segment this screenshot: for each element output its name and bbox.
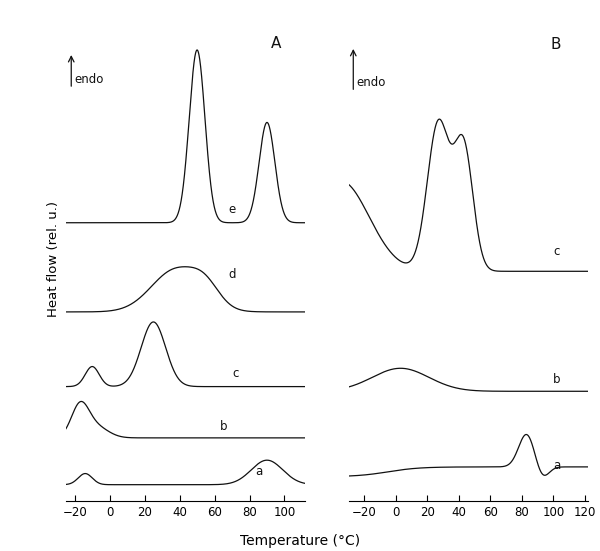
Text: b: b <box>220 420 227 434</box>
Text: a: a <box>255 465 262 478</box>
Text: A: A <box>271 36 281 51</box>
Y-axis label: Heat flow (rel. u.): Heat flow (rel. u.) <box>47 201 61 317</box>
Text: Temperature (°C): Temperature (°C) <box>240 534 360 548</box>
Text: endo: endo <box>356 75 386 89</box>
Text: d: d <box>229 268 236 280</box>
Text: B: B <box>550 37 560 52</box>
Text: endo: endo <box>75 73 104 87</box>
Text: b: b <box>553 374 561 386</box>
Text: e: e <box>229 203 236 216</box>
Text: c: c <box>232 367 238 380</box>
Text: a: a <box>553 459 560 472</box>
Text: c: c <box>553 245 560 258</box>
